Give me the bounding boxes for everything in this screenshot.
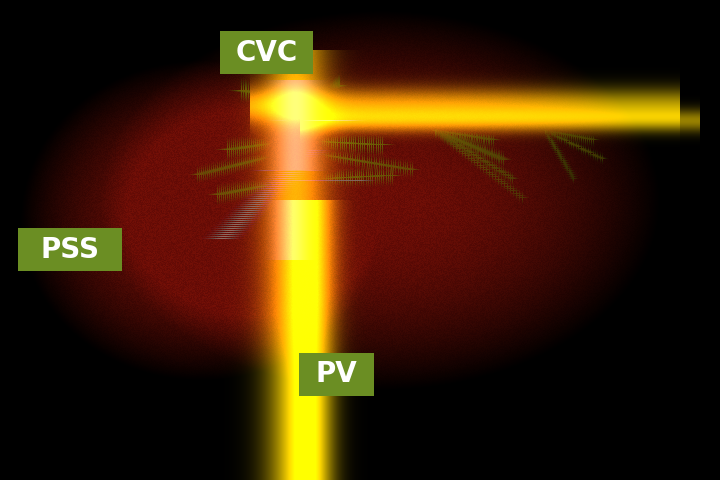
Text: PSS: PSS [41,236,99,264]
Text: PV: PV [316,360,357,388]
Text: CVC: CVC [235,39,297,67]
